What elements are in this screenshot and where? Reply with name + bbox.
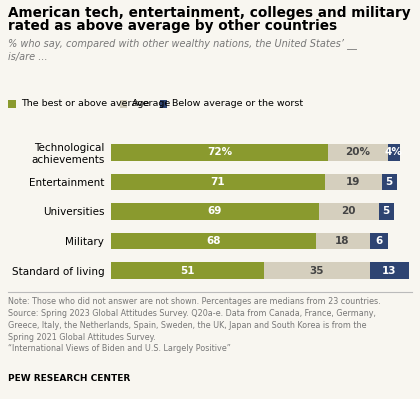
Bar bbox=[111, 233, 315, 249]
Bar bbox=[325, 174, 382, 190]
Bar bbox=[370, 263, 409, 279]
Bar bbox=[328, 144, 388, 160]
Bar bbox=[111, 203, 318, 219]
Bar bbox=[318, 203, 378, 219]
Text: 20: 20 bbox=[341, 206, 356, 217]
Bar bbox=[111, 144, 328, 160]
Text: 13: 13 bbox=[382, 265, 396, 276]
Bar bbox=[111, 263, 265, 279]
Bar bbox=[265, 263, 370, 279]
Text: 5: 5 bbox=[383, 206, 390, 217]
Bar bbox=[370, 233, 388, 249]
Text: American tech, entertainment, colleges and military: American tech, entertainment, colleges a… bbox=[8, 6, 411, 20]
Text: rated as above average by other countries: rated as above average by other countrie… bbox=[8, 19, 338, 33]
Text: 35: 35 bbox=[310, 265, 324, 276]
Text: Below average or the worst: Below average or the worst bbox=[172, 99, 303, 108]
Text: 20%: 20% bbox=[345, 147, 370, 158]
Text: 51: 51 bbox=[181, 265, 195, 276]
Bar bbox=[315, 233, 370, 249]
Text: Note: Those who did not answer are not shown. Percentages are medians from 23 co: Note: Those who did not answer are not s… bbox=[8, 297, 381, 354]
Text: PEW RESEARCH CENTER: PEW RESEARCH CENTER bbox=[8, 374, 131, 383]
Bar bbox=[382, 174, 396, 190]
Bar bbox=[378, 203, 394, 219]
Bar bbox=[388, 144, 399, 160]
Text: 5: 5 bbox=[386, 177, 393, 187]
Text: 72%: 72% bbox=[207, 147, 232, 158]
Text: 6: 6 bbox=[375, 236, 382, 246]
Text: 71: 71 bbox=[210, 177, 225, 187]
Text: 4%: 4% bbox=[385, 147, 402, 158]
Bar bbox=[111, 174, 325, 190]
Text: 19: 19 bbox=[346, 177, 360, 187]
Text: 18: 18 bbox=[335, 236, 350, 246]
Text: Average: Average bbox=[132, 99, 171, 108]
Text: % who say, compared with other wealthy nations, the United States’ __
is/are ...: % who say, compared with other wealthy n… bbox=[8, 38, 357, 62]
Text: 68: 68 bbox=[206, 236, 220, 246]
Text: 69: 69 bbox=[208, 206, 222, 217]
Text: The best or above average: The best or above average bbox=[21, 99, 149, 108]
